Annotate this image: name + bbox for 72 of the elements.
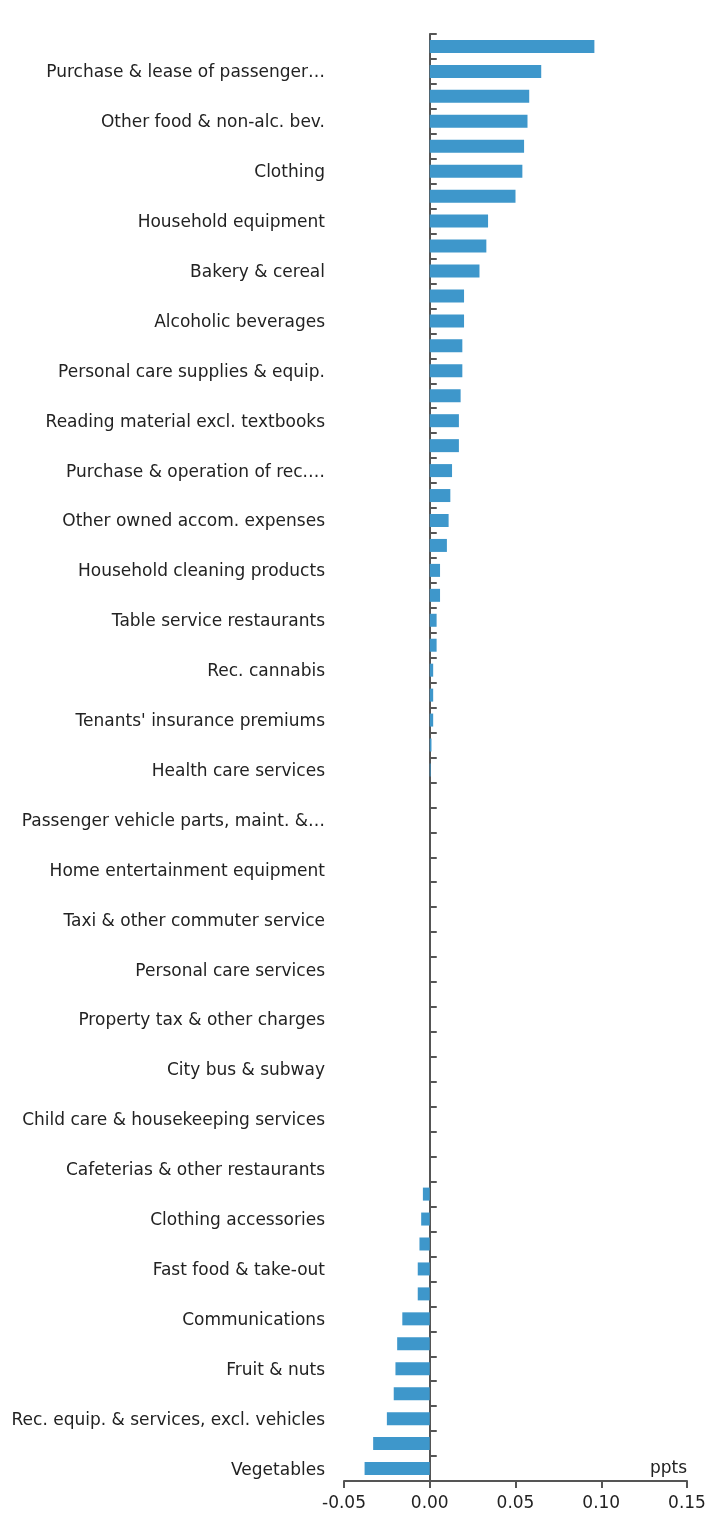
y-tick-label: Alcoholic beverages [154,310,326,331]
bar [364,1462,430,1476]
y-tick-label: Cafeterias & other restaurants [65,1159,326,1180]
y-tick-label: Reading material excl. textbooks [45,410,326,431]
bar [429,239,487,253]
bar [429,114,528,128]
bar [397,1337,430,1351]
bar [429,588,441,602]
bar [429,513,449,527]
y-tick-label: Child care & housekeeping services [22,1109,326,1130]
y-tick-label: Purchase & operation of rec.… [66,460,325,481]
bar [421,1212,430,1226]
bar [429,389,461,403]
bar [373,1437,430,1451]
bar [429,64,542,78]
y-tick-label: Clothing accessories [150,1209,326,1230]
y-tick-label: City bus & subway [166,1059,325,1080]
y-tick-label: Passenger vehicle parts, maint. &… [21,809,325,830]
x-tick-label: 0.10 [582,1491,621,1512]
y-tick-label: Tenants' insurance premiums [74,710,326,731]
bar [429,164,523,178]
bar [402,1312,430,1326]
y-tick-label: Taxi & other commuter service [62,909,325,930]
bar [429,339,463,353]
bar [429,189,516,203]
bar [395,1362,430,1376]
bar [386,1412,430,1426]
y-tick-label: Personal care services [135,959,326,980]
bar [429,489,451,503]
bar [422,1187,430,1201]
y-tick-label: Other owned accom. expenses [62,510,326,531]
bar [429,638,437,652]
bar [429,414,459,428]
y-tick-label: Household equipment [137,211,326,232]
y-tick-label: Rec. equip. & services, excl. vehicles [11,1408,326,1429]
bar [393,1387,430,1401]
bar [419,1237,430,1251]
bar [429,214,489,228]
bar [429,264,480,278]
y-tick-label: Home entertainment equipment [49,859,326,880]
bar [429,364,463,378]
bar [429,314,465,328]
bar [429,39,595,53]
y-tick-label: Health care services [151,759,326,780]
y-tick-label: Clothing [254,161,325,182]
y-tick-label: Personal care supplies & equip. [58,360,325,381]
y-tick-label: Bakery & cereal [190,261,325,282]
bar [429,613,437,627]
y-tick-label: Vegetables [231,1458,326,1479]
bar [429,563,441,577]
y-tick-label: Fast food & take-out [152,1258,326,1279]
bar [429,464,453,478]
y-tick-label: Household cleaning products [77,560,326,581]
y-tick-label: Purchase & lease of passenger… [46,61,325,82]
bar [429,439,459,453]
x-tick-label: 0.05 [496,1491,535,1512]
x-axis-title: ppts [649,1456,688,1477]
bar [417,1262,430,1276]
x-tick-label: 0.00 [410,1491,449,1512]
y-tick-label: Rec. cannabis [207,660,326,681]
y-tick-label: Table service restaurants [110,610,326,631]
bar [429,538,447,552]
bar [417,1287,430,1301]
y-tick-label: Other food & non-alc. bev. [100,111,325,132]
bar [429,139,525,153]
x-tick-label: -0.05 [322,1491,366,1512]
x-tick-label: 0.15 [668,1491,706,1512]
bar [429,289,465,303]
y-tick-label: Communications [182,1308,326,1329]
y-tick-label: Property tax & other charges [78,1009,326,1030]
y-tick-label: Fruit & nuts [226,1358,326,1379]
bar [429,89,530,103]
